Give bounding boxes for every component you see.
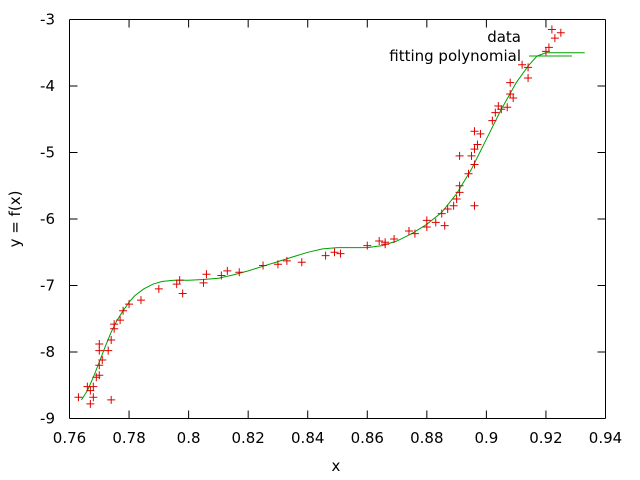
data-point <box>98 355 107 364</box>
data-point <box>107 395 116 404</box>
data-point <box>452 195 461 204</box>
data-point <box>431 218 440 227</box>
data-point <box>119 306 128 315</box>
data-point <box>217 271 226 280</box>
data-point <box>550 34 559 43</box>
data-point <box>524 63 533 72</box>
x-tick-label: 0.82 <box>231 429 264 447</box>
data-point <box>223 266 232 275</box>
legend-label-fit: fitting polynomial <box>389 47 521 65</box>
data-point <box>547 25 556 34</box>
y-tick-label: -4 <box>40 77 55 95</box>
y-tick-label: -5 <box>40 144 55 162</box>
y-axis-tick-labels: -9 -8 -7 -6 -5 -4 -3 <box>40 11 55 428</box>
data-point <box>199 278 208 287</box>
y-tick-label: -8 <box>40 343 55 361</box>
x-tick-label: 0.78 <box>112 429 145 447</box>
data-point <box>107 336 116 345</box>
data-point <box>437 209 446 218</box>
data-point <box>136 296 145 305</box>
data-point <box>95 361 104 370</box>
data-point <box>404 226 413 235</box>
data-point <box>503 103 512 112</box>
x-axis-ticks <box>69 19 606 419</box>
data-point <box>467 151 476 160</box>
data-point <box>440 221 449 230</box>
y-tick-label: -6 <box>40 210 55 228</box>
data-point <box>518 60 527 69</box>
data-point <box>330 248 339 257</box>
data-point <box>455 151 464 160</box>
data-point <box>410 229 419 238</box>
data-point <box>470 145 479 154</box>
data-point <box>175 276 184 285</box>
data-point <box>443 205 452 214</box>
data-point <box>491 108 500 117</box>
data-point <box>89 382 98 391</box>
data-point <box>178 289 187 298</box>
data-point <box>273 260 282 269</box>
fit-line <box>80 52 585 401</box>
y-axis-title: y = f(x) <box>6 191 24 248</box>
y-axis-ticks <box>69 19 606 419</box>
data-point <box>464 169 473 178</box>
fit-line-series <box>80 52 585 401</box>
x-tick-label: 0.9 <box>474 429 498 447</box>
data-point <box>95 371 104 380</box>
data-point <box>470 160 479 169</box>
data-point <box>455 181 464 190</box>
y-tick-label: -9 <box>40 410 55 428</box>
data-point <box>381 238 390 247</box>
data-point <box>282 256 291 265</box>
data-point <box>497 105 506 114</box>
data-point <box>422 222 431 231</box>
data-point <box>202 270 211 279</box>
data-point <box>509 93 518 102</box>
x-tick-label: 0.94 <box>589 429 622 447</box>
x-tick-label: 0.8 <box>177 429 201 447</box>
data-point <box>321 251 330 260</box>
data-point <box>544 43 553 52</box>
data-point <box>235 268 244 277</box>
data-point <box>89 393 98 402</box>
data-point <box>86 399 95 408</box>
legend-label-data: data <box>487 28 521 46</box>
data-point <box>74 393 83 402</box>
data-point <box>95 340 104 349</box>
y-tick-label: -7 <box>40 277 55 295</box>
plot-frame <box>69 19 606 419</box>
data-point <box>473 140 482 149</box>
data-point <box>110 320 119 329</box>
x-axis-title: x <box>332 457 341 475</box>
data-point <box>116 316 125 325</box>
x-tick-label: 0.84 <box>291 429 324 447</box>
data-point <box>297 258 306 267</box>
x-tick-label: 0.92 <box>529 429 562 447</box>
x-axis-tick-labels: 0.76 0.78 0.8 0.82 0.84 0.86 0.88 0.9 0.92 0.94 <box>53 429 622 447</box>
x-tick-label: 0.76 <box>53 429 86 447</box>
data-point <box>375 236 384 245</box>
x-tick-label: 0.88 <box>410 429 443 447</box>
data-point <box>556 28 565 37</box>
data-point <box>488 116 497 125</box>
data-point <box>476 129 485 138</box>
data-point <box>154 284 163 293</box>
data-point <box>470 201 479 210</box>
x-tick-label: 0.86 <box>351 429 384 447</box>
data-point <box>336 249 345 258</box>
data-point <box>104 346 113 355</box>
data-point <box>259 261 268 270</box>
data-point <box>363 241 372 250</box>
y-tick-label: -3 <box>40 11 55 29</box>
data-point <box>470 127 479 136</box>
data-point <box>524 74 533 83</box>
data-point <box>449 201 458 210</box>
data-point-series <box>74 25 565 408</box>
data-point <box>506 78 515 87</box>
data-point <box>390 234 399 243</box>
data-point <box>125 300 134 309</box>
